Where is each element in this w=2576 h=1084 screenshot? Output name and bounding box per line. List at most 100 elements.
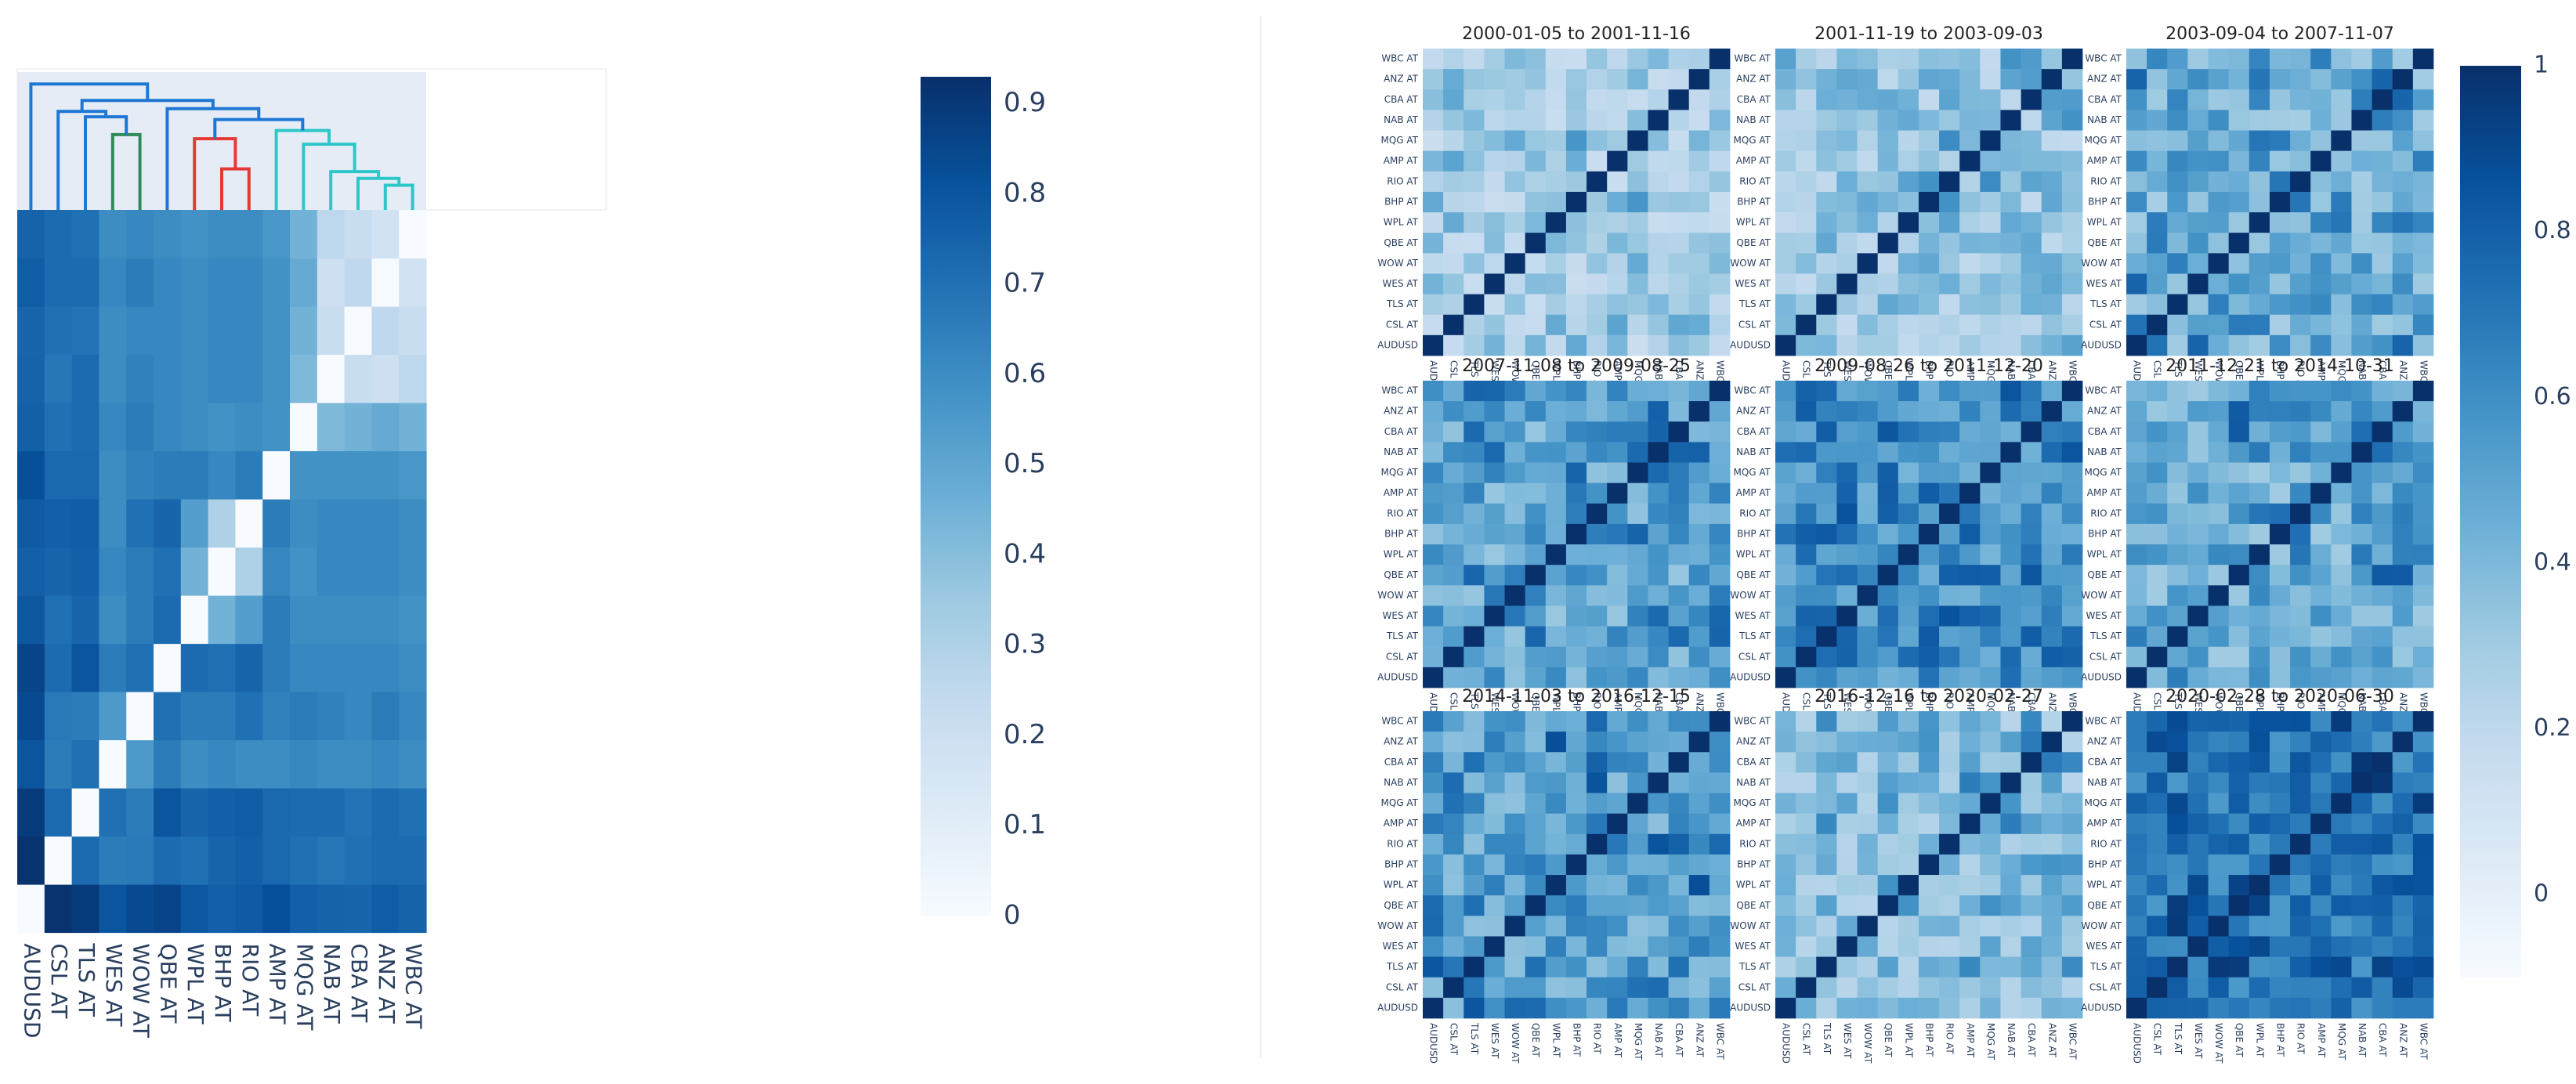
- panel-cell: [1463, 605, 1485, 627]
- panel-cell: [1816, 482, 1837, 504]
- panel-y-label: AUDUSD: [1730, 1002, 1771, 1013]
- heatmap-cell: [180, 403, 209, 452]
- panel-cell: [1627, 273, 1648, 294]
- panel-cell: [1668, 813, 1690, 835]
- panel-y-label: WOW AT: [2081, 258, 2122, 269]
- panel-cell: [2351, 49, 2372, 70]
- panel-cell: [1668, 110, 1690, 131]
- panel-cell: [1816, 667, 1837, 688]
- panel-cell: [1688, 813, 1710, 835]
- panel-cell: [1484, 150, 1505, 172]
- panel-cell: [2310, 956, 2332, 978]
- panel-cell: [2000, 626, 2021, 648]
- panel-x-label: WPL AT: [1903, 1023, 1914, 1058]
- panel-cell: [1443, 273, 1464, 294]
- panel-cell: [2000, 442, 2021, 463]
- panel-y-label: AMP AT: [1736, 818, 1771, 829]
- heatmap-cell: [208, 643, 236, 692]
- panel-cell: [2412, 191, 2434, 213]
- panel-cell: [2310, 977, 2332, 999]
- heatmap-cell: [71, 643, 99, 692]
- panel-cell: [1959, 936, 1981, 957]
- panel-cell: [1898, 646, 1919, 668]
- panel-cell: [1545, 833, 1567, 855]
- panel-cell: [2351, 544, 2372, 565]
- panel-cell: [1709, 752, 1731, 773]
- panel-cell: [2269, 544, 2291, 565]
- panel-cell: [2126, 772, 2147, 793]
- panel-cell: [1959, 997, 1981, 1019]
- panel-cell: [1668, 626, 1690, 648]
- panel-cell: [2167, 130, 2188, 152]
- heatmap-cell: [44, 306, 73, 356]
- panel-cell: [1607, 793, 1628, 815]
- panel-cell: [2147, 294, 2168, 316]
- panel-y-label: CBA AT: [2088, 426, 2122, 437]
- panel-cell: [1918, 732, 1940, 753]
- panel-cell: [1627, 626, 1648, 648]
- panel-cell: [1565, 585, 1587, 606]
- panel-cell: [1504, 833, 1526, 855]
- heatmap-cell: [371, 306, 400, 356]
- panel-cell: [1816, 752, 1837, 773]
- panel-cell: [2269, 565, 2291, 586]
- panel-cell: [1959, 833, 1981, 855]
- panel-cell: [1668, 381, 1690, 402]
- heatmap-cell: [399, 403, 427, 452]
- panel-cell: [1423, 544, 1444, 565]
- panel-cell: [1463, 89, 1485, 110]
- panel-cell: [2290, 482, 2311, 504]
- panel-cell: [1877, 977, 1899, 999]
- panel-cell: [2372, 89, 2393, 110]
- panel-cell: [2392, 150, 2414, 172]
- x-tick-label: WES AT: [101, 944, 127, 1028]
- panel-cell: [2249, 191, 2270, 213]
- panel-cell: [2331, 875, 2352, 896]
- panel-cell: [1484, 110, 1505, 131]
- panel-cell: [2392, 381, 2414, 402]
- panel-cell: [1525, 544, 1547, 565]
- panel-cell: [1525, 813, 1547, 835]
- panel-cell: [1688, 916, 1710, 937]
- panel-cell: [1898, 585, 1919, 606]
- panel-cell: [1709, 667, 1731, 688]
- panel-y-label: CBA AT: [1737, 426, 1771, 437]
- panel-cell: [2061, 956, 2083, 978]
- panel-y-label: WES AT: [1383, 941, 1419, 952]
- panel-cell: [2061, 875, 2083, 896]
- panel-cell: [2392, 191, 2414, 213]
- panel-y-label: CSL AT: [2089, 651, 2122, 662]
- panel-x-label: WES AT: [2193, 1023, 2204, 1059]
- panel-cell: [2167, 793, 2188, 815]
- panel-cell: [1857, 916, 1879, 937]
- panel-cell: [1980, 544, 2001, 565]
- panel-cell: [1504, 997, 1526, 1019]
- panel-cell: [1484, 233, 1505, 254]
- panel-cell: [1504, 585, 1526, 606]
- panel-cell: [2061, 442, 2083, 463]
- panel-cell: [2041, 772, 2063, 793]
- panel-cell: [1877, 171, 1899, 193]
- heatmap-cell: [399, 499, 427, 548]
- panel-cell: [1918, 916, 1940, 937]
- panel-cell: [1939, 895, 1960, 916]
- panel-cell: [2041, 711, 2063, 732]
- panel-cell: [1688, 833, 1710, 855]
- panel-cell: [1959, 273, 1981, 294]
- panel-cell: [1423, 916, 1444, 937]
- clustered-heatmap: AUDUSD CSL AT TLS AT WES AT WOW AT QBE AT WPL …: [16, 68, 1046, 1039]
- panel-cell: [1816, 191, 1837, 213]
- panel-cell: [1775, 482, 1796, 504]
- panel-cell: [2126, 793, 2147, 815]
- panel-cell: [2372, 875, 2393, 896]
- panel-cell: [1959, 314, 1981, 336]
- panel-cell: [1688, 171, 1710, 193]
- panel-cell: [1816, 69, 1837, 90]
- panel-cell: [2331, 585, 2352, 606]
- panel-cell: [2351, 69, 2372, 90]
- panel-cell: [1939, 233, 1960, 254]
- panel-cell: [2147, 314, 2168, 336]
- panel-cell: [1939, 626, 1960, 648]
- panel-cell: [1836, 752, 1858, 773]
